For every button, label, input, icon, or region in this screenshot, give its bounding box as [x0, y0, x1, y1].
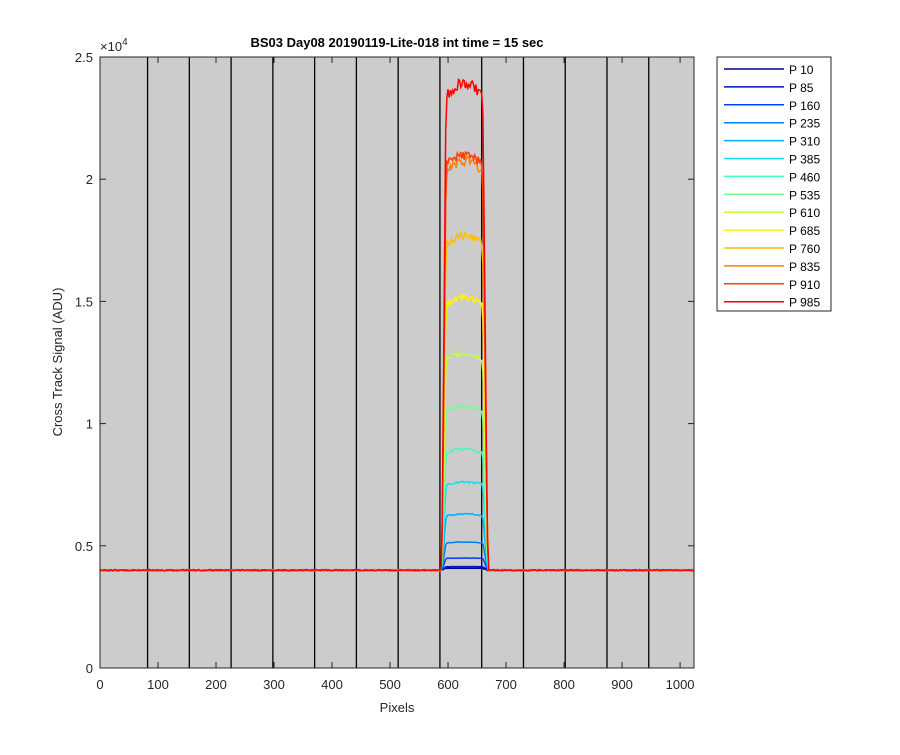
legend-label: P 985 — [789, 296, 820, 310]
legend-label: P 10 — [789, 63, 814, 77]
legend-label: P 235 — [789, 117, 820, 131]
y-axis: 0 0.5 1 1.5 2 2.5 — [75, 50, 694, 676]
legend-label: P 685 — [789, 224, 820, 238]
x-tick-label: 800 — [553, 677, 575, 692]
x-axis: 0 100 200 300 400 500 600 700 800 900 1000 — [96, 57, 695, 692]
x-tick-label: 700 — [495, 677, 517, 692]
legend-box — [716, 56, 832, 312]
legend-label: P 760 — [789, 242, 820, 256]
chart-title: BS03 Day08 20190119-Lite-018 int time = … — [250, 35, 543, 50]
x-tick-label: 0 — [96, 677, 103, 692]
x-tick-label: 600 — [437, 677, 459, 692]
legend-label: P 835 — [789, 260, 820, 274]
plot-background — [100, 57, 694, 668]
x-tick-label: 100 — [147, 677, 169, 692]
legend-label: P 535 — [789, 188, 820, 202]
x-tick-label: 900 — [611, 677, 633, 692]
plot-frame — [99, 56, 695, 669]
x-tick-label: 500 — [379, 677, 401, 692]
legend-label: P 310 — [789, 135, 820, 149]
y-tick-label: 2.5 — [75, 50, 93, 65]
legend-label: P 460 — [789, 170, 820, 184]
x-tick-label: 400 — [321, 677, 343, 692]
x-axis-label: Pixels — [380, 700, 415, 715]
series-line — [99, 78, 695, 572]
y-exponent-label: ×104 — [100, 37, 128, 54]
x-tick-label: 1000 — [666, 677, 695, 692]
y-exponent-power: 4 — [122, 37, 128, 48]
y-exponent-base: ×10 — [100, 39, 122, 54]
y-tick-label: 0 — [86, 661, 93, 676]
legend: P 10 P 85 P 160 P 235 P 310 P 385 P 460 P 535 P … — [716, 56, 832, 312]
legend-label: P 160 — [789, 99, 820, 113]
x-tick-label: 300 — [263, 677, 285, 692]
series-lines — [99, 78, 695, 573]
column-separators — [146, 57, 650, 668]
x-tick-label: 200 — [205, 677, 227, 692]
y-tick-label: 0.5 — [75, 539, 93, 554]
y-axis-label: Cross Track Signal (ADU) — [50, 288, 65, 437]
legend-label: P 85 — [789, 81, 814, 95]
legend-label: P 610 — [789, 206, 820, 220]
y-tick-label: 1.5 — [75, 294, 93, 309]
y-tick-label: 2 — [86, 172, 93, 187]
legend-label: P 385 — [789, 153, 820, 167]
legend-label: P 910 — [789, 278, 820, 292]
y-tick-label: 1 — [86, 417, 93, 432]
